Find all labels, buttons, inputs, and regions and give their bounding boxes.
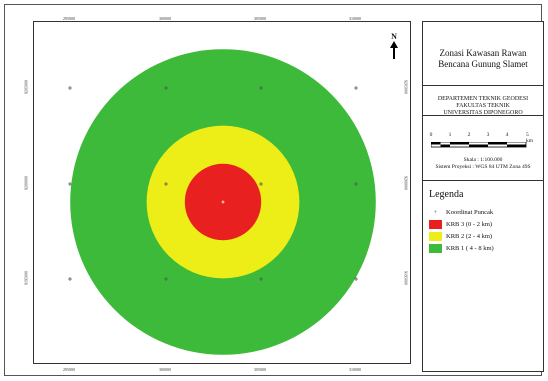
map-frame [33, 21, 411, 364]
summit-point [221, 200, 225, 204]
scale-tick-1: 1 [448, 132, 452, 138]
department-name: DEPARTEMEN TEKNIK GEODESI [437, 96, 529, 102]
scale-block: 0 1 2 3 4 5 km Skala : 1:100.000 Sistem … [423, 116, 543, 181]
grid-cross [354, 182, 358, 186]
north-arrow-icon [390, 41, 398, 59]
scale-tick-2: 2 [467, 132, 471, 138]
scale-bar [431, 142, 527, 148]
department-block: DEPARTEMEN TEKNIK GEODESI FAKULTAS TEKNI… [423, 86, 543, 116]
grid-cross [164, 86, 168, 90]
north-label: N [391, 32, 397, 41]
grid-cross [259, 86, 263, 90]
tick-x-top-2: 300000 [159, 16, 171, 21]
legend-item-krb1: KRB 1 ( 4 - 8 km) [429, 243, 537, 254]
tick-x-top-1: 295000 [63, 16, 75, 21]
grid-cross [68, 86, 72, 90]
legend-label: Koordinat Puncak [446, 209, 494, 216]
plus-icon: + [433, 209, 438, 216]
grid-cross [164, 182, 168, 186]
tick-x-bottom-1: 295000 [63, 367, 75, 372]
scale-tick-0: 0 [429, 132, 433, 138]
map-title-line-1: Zonasi Kawasan Rawan [439, 48, 527, 58]
tick-x-top-4: 310000 [349, 16, 361, 21]
map-title-line-2: Bencana Gunung Slamet [438, 59, 528, 69]
faculty-name: FAKULTAS TEKNIK [456, 103, 510, 109]
projection-text: Sistem Proyeksi : WGS 84 UTM Zona 49S [435, 164, 531, 170]
legend-label: KRB 3 (0 - 2 km) [446, 221, 493, 228]
scale-tick-labels: 0 1 2 3 4 5 km [429, 132, 541, 144]
grid-cross [164, 277, 168, 281]
grid-cross [68, 182, 72, 186]
tick-y-left-3: 9195000 [23, 271, 29, 285]
legend-swatch [429, 220, 442, 229]
tick-y-right-2: 9200000 [403, 176, 409, 190]
tick-y-left-1: 9205000 [23, 80, 29, 94]
info-panel: Zonasi Kawasan Rawan Bencana Gunung Slam… [422, 21, 544, 372]
tick-x-bottom-3: 305000 [254, 367, 266, 372]
tick-y-right-3: 9195000 [403, 271, 409, 285]
north-arrow: N [387, 33, 401, 59]
legend-item-summit: + Koordinat Puncak [429, 207, 537, 218]
legend-label: KRB 2 (2 - 4 km) [446, 233, 493, 240]
tick-y-right-1: 9205000 [403, 80, 409, 94]
hazard-zone-map [68, 49, 376, 355]
legend-item-krb2: KRB 2 (2 - 4 km) [429, 231, 537, 242]
scale-tick-3: 3 [486, 132, 490, 138]
legend: Legenda + Koordinat Puncak KRB 3 (0 - 2 … [423, 181, 543, 263]
grid-cross [259, 182, 263, 186]
map-title-block: Zonasi Kawasan Rawan Bencana Gunung Slam… [423, 22, 543, 86]
map-sheet: 295000 300000 305000 310000 295000 30000… [4, 4, 544, 376]
scale-tick-4: 4 [505, 132, 509, 138]
legend-swatch [429, 244, 442, 253]
legend-label: KRB 1 ( 4 - 8 km) [446, 245, 494, 252]
tick-x-top-3: 305000 [254, 16, 266, 21]
grid-cross [354, 86, 358, 90]
scale-tick-5: 5 km [526, 132, 534, 144]
grid-cross [354, 277, 358, 281]
legend-swatch [429, 232, 442, 241]
legend-item-krb3: KRB 3 (0 - 2 km) [429, 219, 537, 230]
scale-ratio: Skala : 1:100.000 [463, 157, 503, 163]
grid-cross [68, 277, 72, 281]
university-name: UNIVERSITAS DIPONEGORO [443, 110, 523, 116]
grid-cross [259, 277, 263, 281]
tick-y-left-2: 9200000 [23, 176, 29, 190]
tick-x-bottom-2: 300000 [159, 367, 171, 372]
legend-title: Legenda [429, 189, 464, 200]
tick-x-bottom-4: 310000 [349, 367, 361, 372]
